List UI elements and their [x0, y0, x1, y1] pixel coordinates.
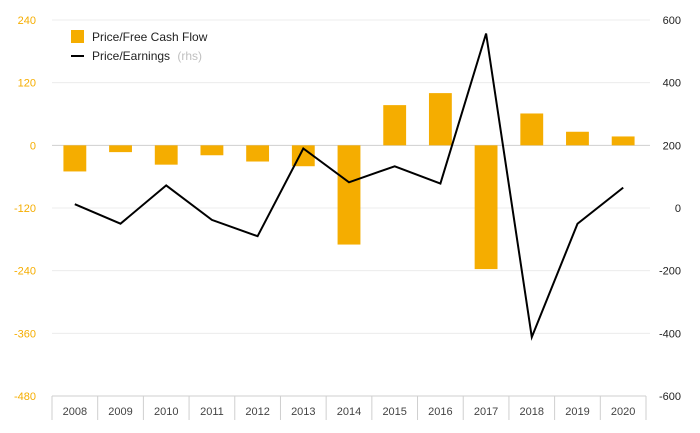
- legend-line-suffix: (rhs): [177, 49, 202, 63]
- left-tick-label: 0: [30, 140, 36, 152]
- x-tick-label: 2014: [337, 406, 361, 418]
- x-tick-label: 2012: [245, 406, 269, 418]
- x-tick-label: 2009: [108, 406, 132, 418]
- x-tick-label: 2020: [611, 406, 635, 418]
- bar: [611, 136, 635, 146]
- bar: [520, 113, 544, 146]
- bar: [246, 145, 270, 162]
- bar: [428, 93, 452, 146]
- x-tick-label: 2017: [474, 406, 498, 418]
- right-tick-label: -600: [659, 391, 681, 403]
- left-tick-label: -480: [14, 391, 36, 403]
- right-tick-label: 200: [663, 140, 681, 152]
- x-tick-label: 2011: [200, 406, 224, 418]
- bar: [383, 105, 407, 146]
- x-tick-label: 2013: [291, 406, 315, 418]
- bar-series: [63, 93, 635, 270]
- legend-line-name: Price/Earnings: [92, 49, 170, 63]
- line-path: [74, 33, 624, 341]
- x-tick-label: 2018: [520, 406, 544, 418]
- left-axis: 240 120 0 -120 -240 -360 -480: [14, 15, 36, 403]
- right-tick-label: 600: [663, 15, 681, 27]
- right-tick-label: -200: [659, 266, 681, 278]
- bar: [566, 131, 589, 146]
- bar: [474, 145, 498, 270]
- bar: [63, 145, 87, 172]
- bar: [154, 145, 178, 165]
- left-tick-label: -120: [14, 203, 36, 215]
- x-axis: 2008 2009 2010 2011 2012 2013 2014 2015 2016 2017…: [51, 395, 647, 420]
- bar: [109, 145, 132, 153]
- bar: [200, 145, 224, 156]
- x-tick-label: 2015: [382, 406, 406, 418]
- x-tick-label: 2019: [565, 406, 589, 418]
- right-tick-label: 0: [675, 203, 681, 215]
- bar: [337, 145, 361, 245]
- left-tick-label: -360: [14, 328, 36, 340]
- right-tick-label: -400: [659, 328, 681, 340]
- x-tick-label: 2010: [154, 406, 178, 418]
- legend-line-label: Price/Earnings (rhs): [92, 49, 202, 63]
- left-tick-label: 240: [18, 15, 36, 27]
- legend: Price/Free Cash Flow Price/Earnings (rhs…: [71, 30, 208, 63]
- legend-bar-label: Price/Free Cash Flow: [92, 30, 208, 44]
- legend-bar-swatch: [71, 30, 84, 43]
- right-axis: 600 400 200 0 -200 -400 -600: [659, 15, 681, 403]
- left-tick-label: 120: [18, 78, 36, 90]
- right-tick-label: 400: [663, 78, 681, 90]
- left-tick-label: -240: [14, 266, 36, 278]
- x-tick-label: 2016: [428, 406, 452, 418]
- x-tick-label: 2008: [63, 406, 87, 418]
- line-series: [74, 33, 624, 341]
